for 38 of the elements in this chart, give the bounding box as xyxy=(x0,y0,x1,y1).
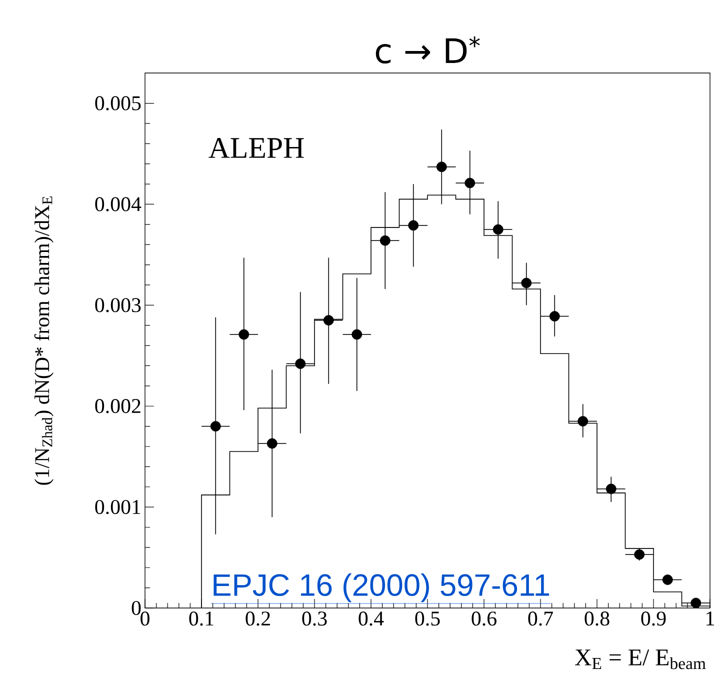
point xyxy=(492,224,504,235)
point xyxy=(323,315,334,326)
y-tick-label: 0.005 xyxy=(95,96,141,110)
point xyxy=(436,162,447,172)
point xyxy=(210,421,221,432)
y-axis-title: (1/N$_{Zhad}$) dN(D* from charm)/dX$_{E}$ xyxy=(34,196,54,485)
point xyxy=(295,358,306,369)
x-axis-title: X$_{E}$ = E/ E$_{beam}$ xyxy=(575,650,706,670)
x-tick-label: 0.4 xyxy=(358,612,384,626)
x-tick-label: 0.9 xyxy=(641,612,666,626)
point xyxy=(690,598,702,608)
point xyxy=(464,178,476,188)
x-tick-label: 0.1 xyxy=(189,612,214,626)
point xyxy=(408,220,419,231)
point xyxy=(521,278,532,288)
y-tick-label: 0.003 xyxy=(95,298,141,312)
y-tick-label: 0 xyxy=(132,600,141,616)
x-tick-label: 0.3 xyxy=(302,612,327,626)
point xyxy=(238,329,250,340)
x-tick-label: 0.7 xyxy=(528,612,553,626)
x-tick-label: 0.6 xyxy=(472,612,496,626)
point xyxy=(578,416,588,426)
point xyxy=(662,574,673,585)
y-tick-label: 0.004 xyxy=(95,197,142,212)
point xyxy=(266,438,278,449)
y-tick-label: 0.001 xyxy=(95,500,140,514)
chart-title: c → D$^{*}$ xyxy=(376,36,480,64)
x-tick-label: 0.8 xyxy=(584,612,610,626)
point xyxy=(606,484,616,494)
annotation: EPJC 16 (2000) 597-611 xyxy=(214,573,550,602)
x-tick-label: 0.5 xyxy=(415,612,440,626)
point xyxy=(380,235,390,246)
point xyxy=(549,311,560,322)
x-tick-label: 1 xyxy=(706,612,714,626)
annotation: ALEPH xyxy=(208,138,304,158)
x-tick-label: 0.2 xyxy=(246,612,270,626)
point xyxy=(352,329,362,340)
y-tick-label: 0.002 xyxy=(95,399,140,414)
